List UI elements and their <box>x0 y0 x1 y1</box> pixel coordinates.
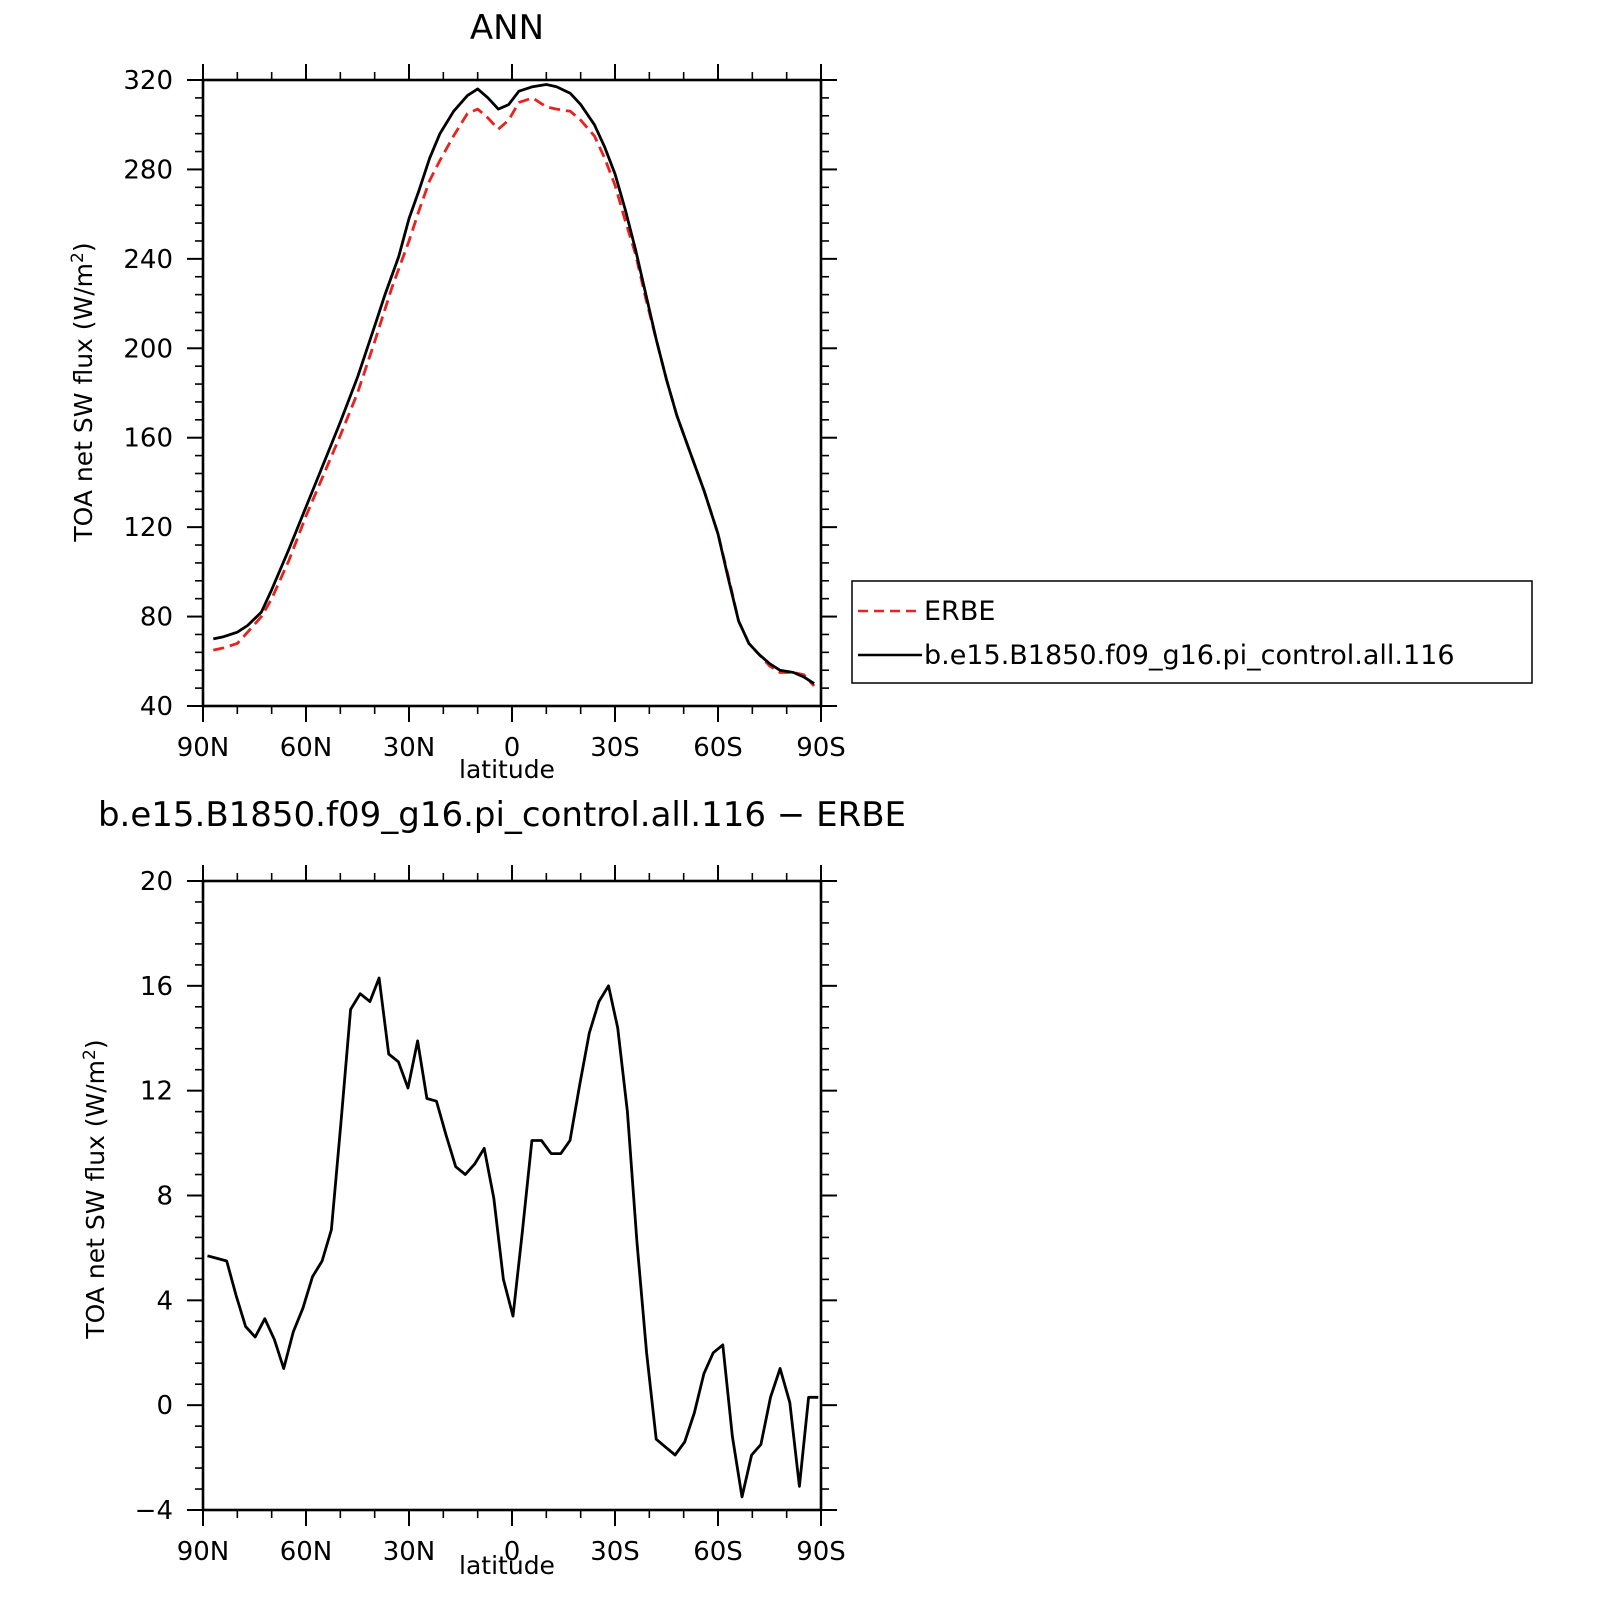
bottom-panel: b.e15.B1850.f09_g16.pi_control.all.116 −… <box>80 795 906 1580</box>
legend-box <box>851 580 1533 684</box>
top-chart-title: ANN <box>470 8 544 48</box>
x-tick-label: 90S <box>796 733 846 763</box>
y-tick-label: −4 <box>135 1496 173 1526</box>
y-tick-label: 16 <box>140 972 173 1002</box>
bottom-y-axis-label: TOA net SW flux (W/m2) <box>80 1039 110 1339</box>
x-tick-label: 60N <box>280 1537 333 1567</box>
y-tick-label: 200 <box>123 334 173 364</box>
x-tick-label: 60S <box>693 733 743 763</box>
x-tick-label: 0 <box>504 1537 521 1567</box>
top-chart-series <box>213 83 816 687</box>
chart-legend: ERBE b.e15.B1850.f09_g16.pi_control.all.… <box>851 580 1533 684</box>
top-y-axis-label: TOA net SW flux (W/m2) <box>68 242 98 542</box>
bottom-chart-series <box>207 976 819 1499</box>
legend-model-label: b.e15.B1850.f09_g16.pi_control.all.116 <box>924 640 1455 671</box>
y-tick-label: 320 <box>123 66 173 96</box>
top-panel: ANN 90N 60N 30N 0 30S 60S 90S 40 80 120 160 200 240 2… <box>68 8 846 784</box>
x-tick-label: 90N <box>177 1537 230 1567</box>
x-tick-label: 0 <box>504 733 521 763</box>
y-tick-label: 120 <box>123 513 173 543</box>
y-tick-label: 240 <box>123 245 173 275</box>
x-tick-label: 30N <box>383 733 436 763</box>
bottom-chart-axes: 90N 60N 30N 0 30S 60S 90S −4 0 4 8 12 16 20 <box>135 865 846 1567</box>
y-tick-label: 8 <box>156 1182 173 1212</box>
y-tick-label: 160 <box>123 424 173 454</box>
x-tick-label: 30N <box>383 1537 436 1567</box>
x-tick-label: 60S <box>693 1537 743 1567</box>
bottom-x-axis-label: latitude <box>459 1551 555 1580</box>
top-x-axis-label: latitude <box>459 755 555 784</box>
y-tick-label: 4 <box>156 1286 173 1316</box>
bottom-chart-title: b.e15.B1850.f09_g16.pi_control.all.116 −… <box>98 795 906 835</box>
y-tick-label: 0 <box>156 1391 173 1421</box>
model-series-line <box>213 83 815 685</box>
plot-frame <box>201 78 823 708</box>
y-tick-label: 80 <box>140 603 173 633</box>
legend-erbe-label: ERBE <box>924 596 995 627</box>
plot-frame <box>201 879 823 1512</box>
x-tick-label: 60N <box>280 733 333 763</box>
top-chart-axes: 90N 60N 30N 0 30S 60S 90S 40 80 120 160 200 240 280 32… <box>123 64 846 763</box>
x-tick-label: 30S <box>590 733 640 763</box>
y-tick-label: 280 <box>123 155 173 185</box>
x-tick-label: 30S <box>590 1537 640 1567</box>
y-tick-label: 12 <box>140 1077 173 1107</box>
y-tick-label: 20 <box>140 867 173 897</box>
erbe-series-line <box>213 96 816 687</box>
x-tick-label: 90S <box>796 1537 846 1567</box>
y-tick-label: 40 <box>140 692 173 722</box>
difference-series-line <box>207 976 819 1499</box>
x-tick-label: 90N <box>177 733 230 763</box>
